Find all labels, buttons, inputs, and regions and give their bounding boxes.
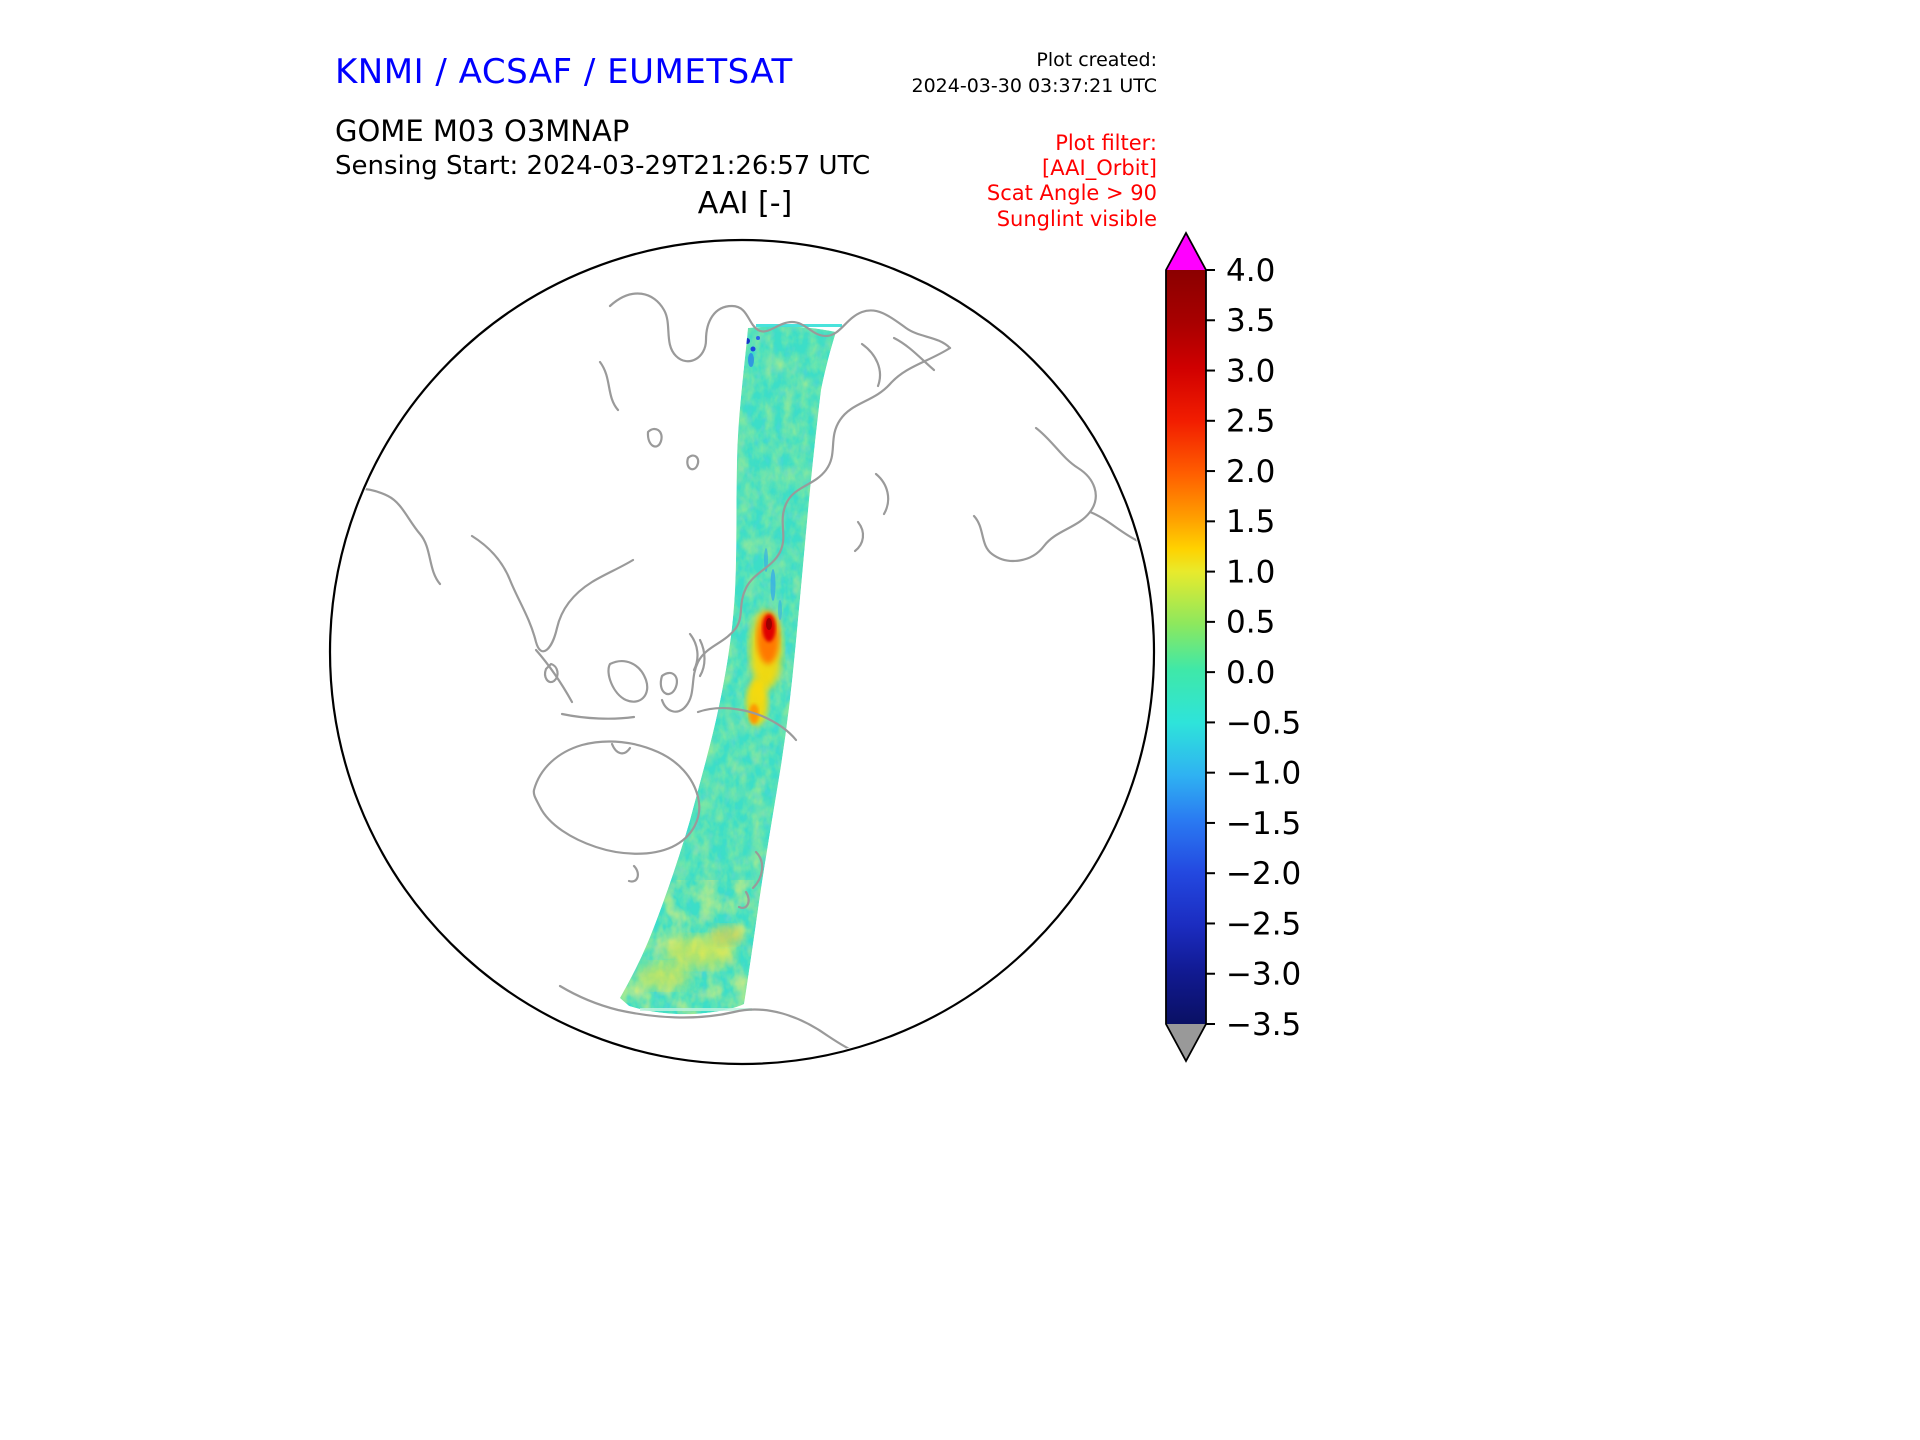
swath-last-scanline — [640, 1008, 752, 1011]
colorbar-tick-label: 4.0 — [1226, 253, 1275, 289]
colorbar-tick-label: −3.5 — [1226, 1007, 1301, 1043]
colorbar-tick-label: −2.5 — [1226, 906, 1301, 942]
colorbar-under-arrow — [1166, 1024, 1206, 1061]
colorbar-tick-label: 2.0 — [1226, 454, 1275, 490]
colorbar-tick-label: 1.0 — [1226, 554, 1275, 590]
colorbar: 4.0 3.5 3.0 2.5 2.0 1.5 1.0 0.5 0.0 −0.5 −1.0 −1.5 −… — [1150, 225, 1450, 1075]
colorbar-tick-label: −1.0 — [1226, 756, 1301, 792]
colorbar-tick-label: −3.0 — [1226, 957, 1301, 993]
swath-blue-streak-3 — [778, 600, 782, 620]
plot-root: KNMI / ACSAF / EUMETSAT Plot created: 20… — [0, 0, 1920, 1440]
swath-hotspot-darkred-core — [766, 618, 772, 630]
globe-map — [0, 0, 1920, 1440]
colorbar-tick-label: 3.5 — [1226, 303, 1275, 339]
colorbar-tick-label: −2.0 — [1226, 856, 1301, 892]
swath-bottom-yellow-3 — [711, 925, 743, 945]
colorbar-ticks: 4.0 3.5 3.0 2.5 2.0 1.5 1.0 0.5 0.0 −0.5 −1.0 −1.5 −… — [1206, 253, 1301, 1043]
swath-blue-streak-1 — [771, 569, 776, 601]
swath-blue-speck-2 — [751, 347, 756, 352]
colorbar-tick-label: 0.5 — [1226, 605, 1275, 641]
colorbar-tick-label: 0.0 — [1226, 655, 1275, 691]
colorbar-tick-label: 2.5 — [1226, 404, 1275, 440]
swath-bottom-yellow-2 — [638, 963, 690, 989]
colorbar-tick-label: 1.5 — [1226, 504, 1275, 540]
swath-blue-streak-top — [748, 353, 754, 367]
colorbar-gradient-bar — [1166, 270, 1206, 1024]
colorbar-tick-label: −1.5 — [1226, 806, 1301, 842]
swath-blue-speck-4 — [756, 336, 760, 340]
colorbar-over-arrow — [1166, 233, 1206, 270]
colorbar-tick-label: 3.0 — [1226, 353, 1275, 389]
colorbar-tick-label: −0.5 — [1226, 705, 1301, 741]
